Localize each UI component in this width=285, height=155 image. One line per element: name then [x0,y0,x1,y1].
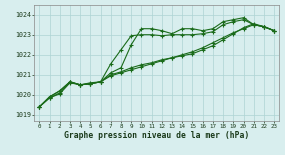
X-axis label: Graphe pression niveau de la mer (hPa): Graphe pression niveau de la mer (hPa) [64,131,249,140]
